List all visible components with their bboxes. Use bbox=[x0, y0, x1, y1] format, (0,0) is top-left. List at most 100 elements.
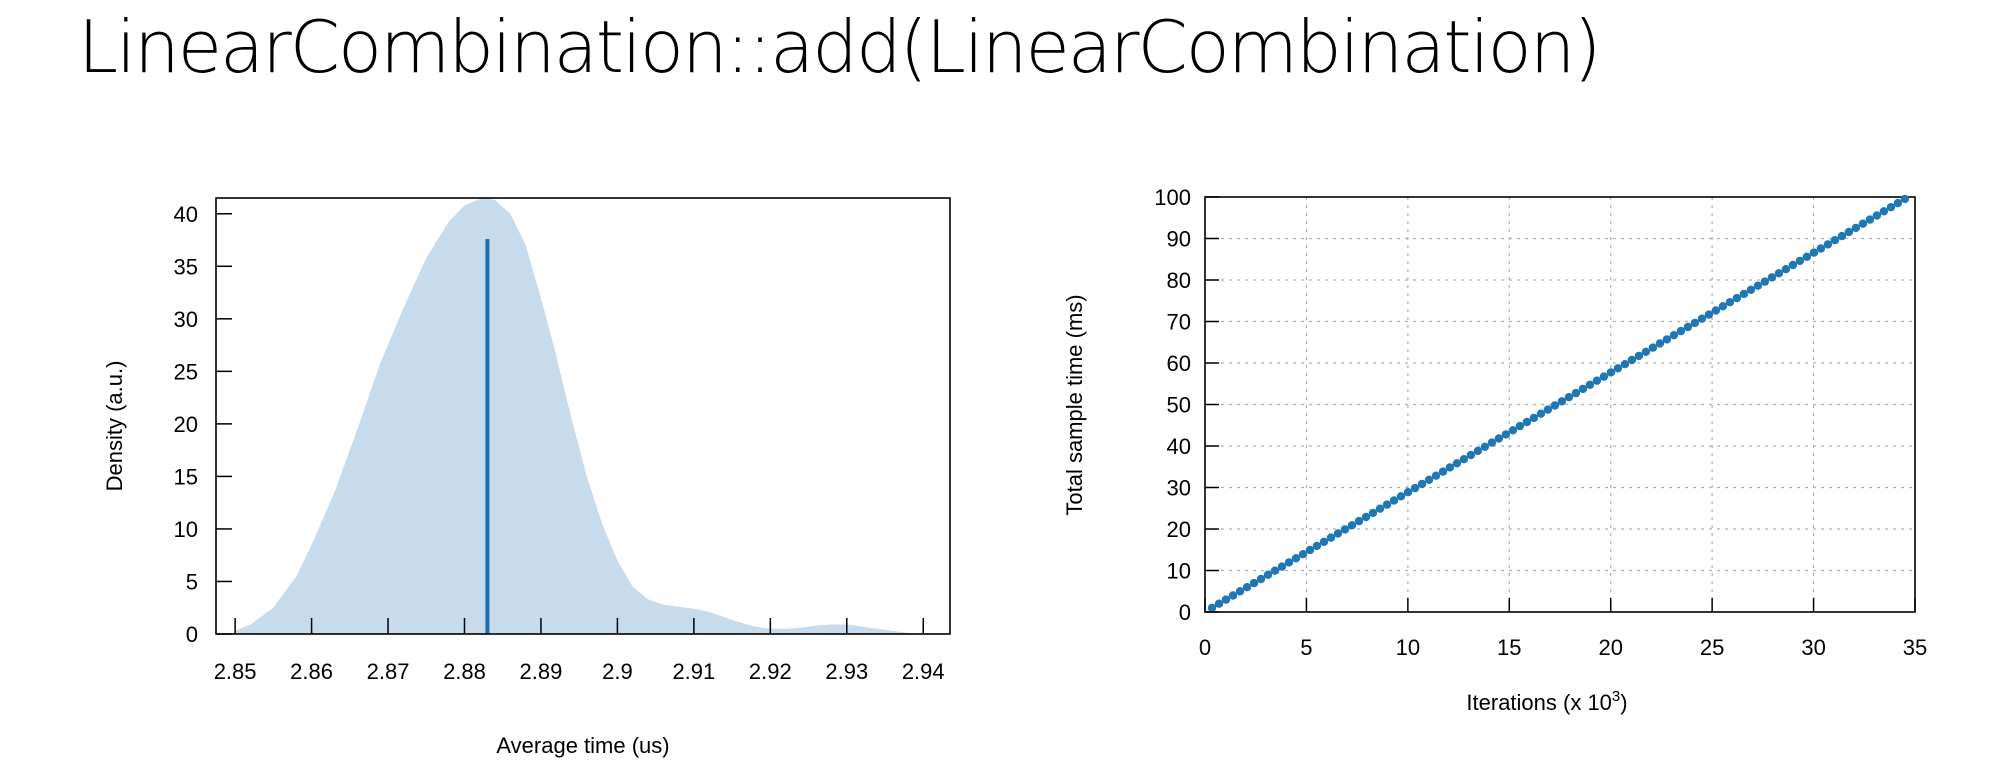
data-point bbox=[1417, 479, 1427, 489]
y-tick-label: 30 bbox=[1167, 476, 1191, 501]
x-tick-label: 30 bbox=[1801, 635, 1825, 660]
x-tick-label: 2.85 bbox=[214, 659, 257, 684]
x-axis-label: Average time (us) bbox=[496, 733, 669, 758]
x-tick-label: 2.93 bbox=[825, 659, 868, 684]
data-point bbox=[1326, 533, 1336, 542]
data-point bbox=[1347, 521, 1357, 530]
data-point bbox=[1340, 525, 1350, 534]
x-tick-label: 2.87 bbox=[367, 659, 410, 684]
data-point bbox=[1298, 550, 1308, 559]
data-point bbox=[1368, 508, 1378, 518]
data-point bbox=[1767, 273, 1777, 282]
data-point bbox=[1221, 595, 1231, 604]
y-tick-label: 70 bbox=[1167, 310, 1191, 335]
data-point bbox=[1676, 326, 1686, 336]
x-tick-label: 2.94 bbox=[902, 659, 945, 684]
data-point bbox=[1823, 240, 1833, 249]
data-point bbox=[1487, 438, 1497, 447]
density-chart: 2.85 2.86 2.87 2.88 2.89 2.9 2.91 2.92 2.93 2.94 … bbox=[102, 197, 951, 758]
data-point bbox=[1592, 376, 1602, 385]
data-point bbox=[1851, 223, 1861, 233]
y-tick-label: 35 bbox=[174, 254, 198, 279]
data-point bbox=[1802, 252, 1812, 261]
data-point bbox=[1564, 393, 1574, 402]
data-point bbox=[1613, 364, 1623, 373]
data-point bbox=[1256, 574, 1266, 584]
data-point bbox=[1795, 256, 1805, 266]
x-tick-label: 2.89 bbox=[520, 659, 563, 684]
data-point bbox=[1424, 475, 1434, 484]
data-point bbox=[1214, 599, 1224, 608]
data-point bbox=[1683, 322, 1693, 332]
data-point bbox=[1704, 310, 1714, 319]
data-point bbox=[1382, 500, 1392, 509]
x-tick-label: 0 bbox=[1199, 635, 1211, 660]
x-tick-label: 2.9 bbox=[602, 659, 633, 684]
data-point bbox=[1319, 537, 1329, 546]
plot-frame bbox=[215, 197, 951, 635]
data-point bbox=[1809, 248, 1819, 257]
data-point bbox=[1816, 244, 1826, 253]
data-point bbox=[1830, 236, 1840, 245]
data-point bbox=[1893, 198, 1903, 208]
data-point bbox=[1501, 430, 1511, 439]
y-tick-label: 0 bbox=[1179, 600, 1191, 625]
x-tick-label: 2.88 bbox=[443, 659, 486, 684]
data-point bbox=[1480, 442, 1490, 451]
data-point bbox=[1207, 603, 1217, 613]
density-area bbox=[235, 198, 924, 634]
data-point bbox=[1627, 355, 1637, 365]
x-tick-label: 2.86 bbox=[290, 659, 333, 684]
data-point bbox=[1452, 459, 1462, 468]
data-point bbox=[1872, 211, 1882, 220]
y-tick-label: 100 bbox=[1154, 185, 1191, 210]
data-point bbox=[1459, 455, 1469, 464]
data-point bbox=[1312, 541, 1322, 551]
y-tick-label: 30 bbox=[174, 307, 198, 332]
data-point bbox=[1697, 314, 1707, 323]
y-tick-label: 60 bbox=[1167, 351, 1191, 376]
data-point bbox=[1270, 566, 1280, 575]
data-point bbox=[1529, 413, 1539, 423]
data-point bbox=[1333, 529, 1343, 538]
sample-time-chart: 0 5 10 15 20 25 30 35 0 10 20 30 40 50 60 70 80 90 100 It… bbox=[1062, 185, 1927, 715]
data-point bbox=[1284, 558, 1294, 567]
data-point bbox=[1585, 380, 1595, 389]
data-point bbox=[1557, 397, 1567, 406]
data-point bbox=[1599, 372, 1609, 381]
data-point bbox=[1606, 368, 1616, 377]
data-point bbox=[1291, 554, 1301, 563]
y-tick-label: 5 bbox=[186, 569, 198, 594]
data-point bbox=[1711, 306, 1721, 315]
data-point bbox=[1438, 467, 1448, 476]
y-tick-label: 90 bbox=[1167, 227, 1191, 252]
data-point bbox=[1641, 347, 1651, 356]
data-point bbox=[1886, 203, 1896, 212]
data-point bbox=[1235, 587, 1245, 596]
data-point bbox=[1760, 277, 1770, 286]
x-tick-label: 35 bbox=[1903, 635, 1927, 660]
data-point bbox=[1389, 496, 1399, 505]
y-axis-label: Total sample time (ms) bbox=[1062, 294, 1087, 515]
data-point bbox=[1242, 583, 1252, 592]
y-tick-label: 40 bbox=[174, 202, 198, 227]
y-tick-label: 50 bbox=[1167, 393, 1191, 418]
data-point bbox=[1571, 388, 1581, 398]
data-point bbox=[1228, 591, 1238, 600]
data-point bbox=[1543, 405, 1553, 414]
x-tick-label: 5 bbox=[1300, 635, 1312, 660]
data-point bbox=[1746, 285, 1756, 294]
data-point bbox=[1648, 343, 1658, 352]
data-point bbox=[1354, 516, 1364, 526]
x-axis-label: Iterations (x 103) bbox=[1466, 688, 1627, 715]
data-point bbox=[1634, 351, 1644, 361]
y-tick-label: 20 bbox=[174, 412, 198, 437]
data-point bbox=[1655, 339, 1665, 348]
data-point bbox=[1473, 446, 1483, 456]
data-point bbox=[1263, 570, 1273, 579]
x-tick-label: 10 bbox=[1396, 635, 1420, 660]
data-point bbox=[1662, 335, 1672, 344]
data-point bbox=[1536, 409, 1546, 418]
data-point bbox=[1865, 215, 1875, 224]
data-point bbox=[1725, 298, 1735, 307]
